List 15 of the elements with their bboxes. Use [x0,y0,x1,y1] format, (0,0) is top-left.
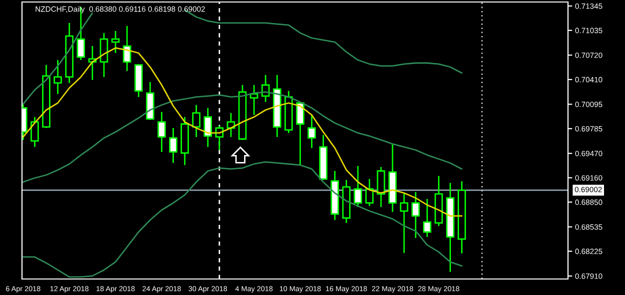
candlestick [54,59,62,95]
candlestick [354,165,362,208]
candlestick [169,127,178,164]
candlestick [376,166,386,208]
candlestick [204,107,212,148]
line-series [22,161,462,278]
candlestick [158,111,166,153]
candlestick [111,30,120,54]
candlestick [423,198,432,238]
candlestick [30,116,39,148]
candlestick [308,114,316,149]
candlestick [411,191,420,239]
candlestick [296,101,304,166]
candlestick [400,192,408,254]
candlestick [192,104,200,138]
